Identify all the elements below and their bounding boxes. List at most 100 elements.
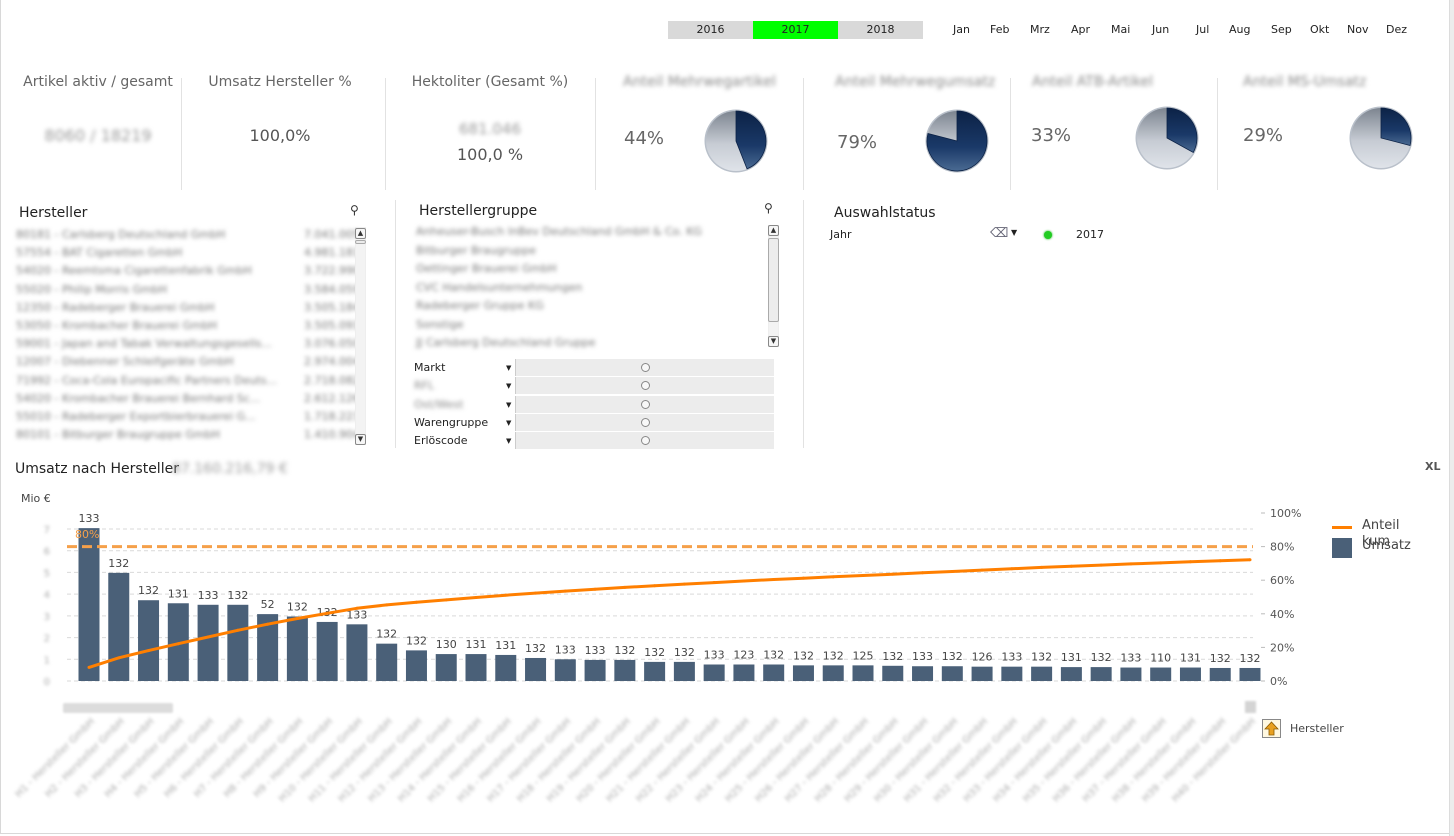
herstellergruppe-scroll-thumb[interactable] [768,238,779,322]
bar-umsatz[interactable] [822,665,844,681]
herstellergruppe-list-item[interactable]: Oettinger Brauerei GmbH [416,260,557,278]
bar-umsatz[interactable] [1060,667,1082,681]
dropdown-arrow-icon[interactable]: ▼ [506,418,512,427]
chart-horizontal-scrollbar[interactable] [63,703,173,713]
chart-scroll-end[interactable] [1245,701,1256,713]
year-button-2018[interactable]: 2018 [838,21,923,39]
bar-umsatz[interactable] [405,650,427,681]
bar-umsatz[interactable] [1150,667,1172,681]
bar-umsatz[interactable] [941,666,963,681]
month-jan[interactable]: Jan [953,23,970,36]
bar-umsatz[interactable] [435,654,457,681]
hersteller-list-item[interactable]: 53050 - Krombacher Brauerei GmbH 3.505.09… [16,317,360,335]
herstellergruppe-list-item[interactable]: Bitburger Braugruppe [416,242,536,260]
bar-umsatz[interactable] [763,664,785,681]
month-okt[interactable]: Okt [1310,23,1330,36]
dropdown-arrow-icon[interactable]: ▼ [506,437,512,446]
bar-umsatz[interactable] [346,624,368,681]
bar-umsatz[interactable] [465,654,487,681]
hersteller-list-item[interactable]: 12350 - Radeberger Brauerei GmbH 3.505.18… [16,299,360,317]
bar-umsatz[interactable] [971,666,993,681]
hersteller-list-item[interactable]: 54020 - Krombacher Brauerei Bernhard Sc.… [16,390,360,408]
drill-up-button[interactable] [1262,719,1281,738]
bar-umsatz[interactable] [584,659,606,681]
hersteller-scrollbar[interactable] [355,227,366,445]
bar-umsatz[interactable] [792,665,814,681]
hersteller-list-item[interactable]: 54020 - Reemtsma Cigarettenfabrik GmbH 3.… [16,262,360,280]
herstellergruppe-name: Radeberger Gruppe KG [416,299,544,312]
month-sep[interactable]: Sep [1271,23,1292,36]
scroll-down-icon[interactable]: ▼ [355,434,366,445]
filter-field[interactable] [515,359,774,376]
scroll-down-icon[interactable]: ▼ [768,336,779,347]
bar-umsatz[interactable] [644,661,666,681]
bar-umsatz[interactable] [882,665,904,681]
filter-field[interactable] [515,413,774,431]
bar-umsatz[interactable] [167,603,189,681]
bar-umsatz[interactable] [197,604,219,681]
hersteller-list-item[interactable]: 55020 - Philip Morris GmbH 3.584.059 [16,281,360,299]
bar-umsatz[interactable] [733,664,755,681]
filter-field[interactable] [515,432,774,450]
bar-umsatz[interactable] [257,614,279,681]
month-mai[interactable]: Mai [1111,23,1131,36]
bar-umsatz[interactable] [78,528,100,681]
bar-umsatz[interactable] [138,600,160,681]
bar-umsatz[interactable] [1120,667,1142,681]
dropdown-arrow-icon[interactable]: ▼ [1011,228,1018,237]
hersteller-list-item[interactable]: 80181 - Carlsberg Deutschland GmbH 7.041.… [16,226,360,244]
search-icon[interactable]: ⚲ [764,201,773,215]
bar-umsatz[interactable] [852,665,874,681]
bar-umsatz[interactable] [108,572,130,681]
bar-umsatz[interactable] [1239,667,1261,681]
bar-umsatz[interactable] [227,604,249,681]
dropdown-arrow-icon[interactable]: ▼ [506,382,512,391]
year-button-2016[interactable]: 2016 [668,21,753,39]
excel-export-button[interactable]: XL [1425,460,1441,473]
bar-umsatz[interactable] [1031,666,1053,681]
hersteller-list-item[interactable]: 55010 - Radeberger Exportbierbrauerei G.… [16,408,360,426]
bar-umsatz[interactable] [673,661,695,681]
hersteller-list-item[interactable]: 59001 - Japan and Tabak Verwaltungsgesel… [16,335,360,353]
bar-umsatz[interactable] [495,654,517,681]
month-mrz[interactable]: Mrz [1030,23,1050,36]
scroll-up-icon[interactable]: ▲ [355,228,366,239]
eraser-icon[interactable]: ⌫ [990,226,1009,241]
dropdown-arrow-icon[interactable]: ▼ [506,400,512,409]
month-aug[interactable]: Aug [1229,23,1251,36]
bar-umsatz[interactable] [316,621,338,681]
hersteller-list-item[interactable]: 80101 - Bitburger Braugruppe GmbH 1.410.9… [16,426,360,444]
month-feb[interactable]: Feb [990,23,1010,36]
bar-umsatz[interactable] [912,666,934,681]
bar-umsatz[interactable] [1090,667,1112,681]
month-jun[interactable]: Jun [1152,23,1170,36]
bar-umsatz[interactable] [376,643,398,681]
bar-umsatz[interactable] [525,657,547,681]
herstellergruppe-list-item[interactable]: Sonstige [416,316,464,334]
search-icon[interactable]: ⚲ [350,203,359,217]
month-nov[interactable]: Nov [1347,23,1369,36]
bar-umsatz[interactable] [703,664,725,681]
hersteller-list-item[interactable]: 71992 - Coca-Cola Europacific Partners D… [16,372,360,390]
herstellergruppe-list-item[interactable]: Anheuser-Busch InBev Deutschland GmbH & … [416,223,702,241]
month-apr[interactable]: Apr [1071,23,1091,36]
herstellergruppe-list-item[interactable]: CVC Handelsunternehmungen [416,279,582,297]
bar-umsatz[interactable] [554,659,576,681]
bar-umsatz[interactable] [1209,667,1231,681]
month-jul[interactable]: Jul [1196,23,1210,36]
bar-umsatz[interactable] [614,659,636,681]
scroll-up-icon[interactable]: ▲ [768,225,779,236]
hersteller-list-item[interactable]: 57554 - BAT Cigaretten GmbH 4.981.181 [16,244,360,262]
bar-umsatz[interactable] [1001,666,1023,681]
filter-field[interactable] [515,395,774,413]
herstellergruppe-list-item[interactable]: JJ Carlsberg Deutschland Gruppe [416,334,596,352]
bar-umsatz[interactable] [286,616,308,681]
hersteller-list-item[interactable]: 12007 - Diebenner Schleifgeräte GmbH 2.97… [16,353,360,371]
hersteller-scroll-thumb[interactable] [355,240,366,244]
herstellergruppe-list-item[interactable]: Radeberger Gruppe KG [416,297,544,315]
filter-field[interactable] [515,377,774,395]
bar-umsatz[interactable] [1179,667,1201,681]
year-button-2017[interactable]: 2017 [753,21,838,39]
dropdown-arrow-icon[interactable]: ▼ [506,364,512,372]
month-dez[interactable]: Dez [1386,23,1408,36]
